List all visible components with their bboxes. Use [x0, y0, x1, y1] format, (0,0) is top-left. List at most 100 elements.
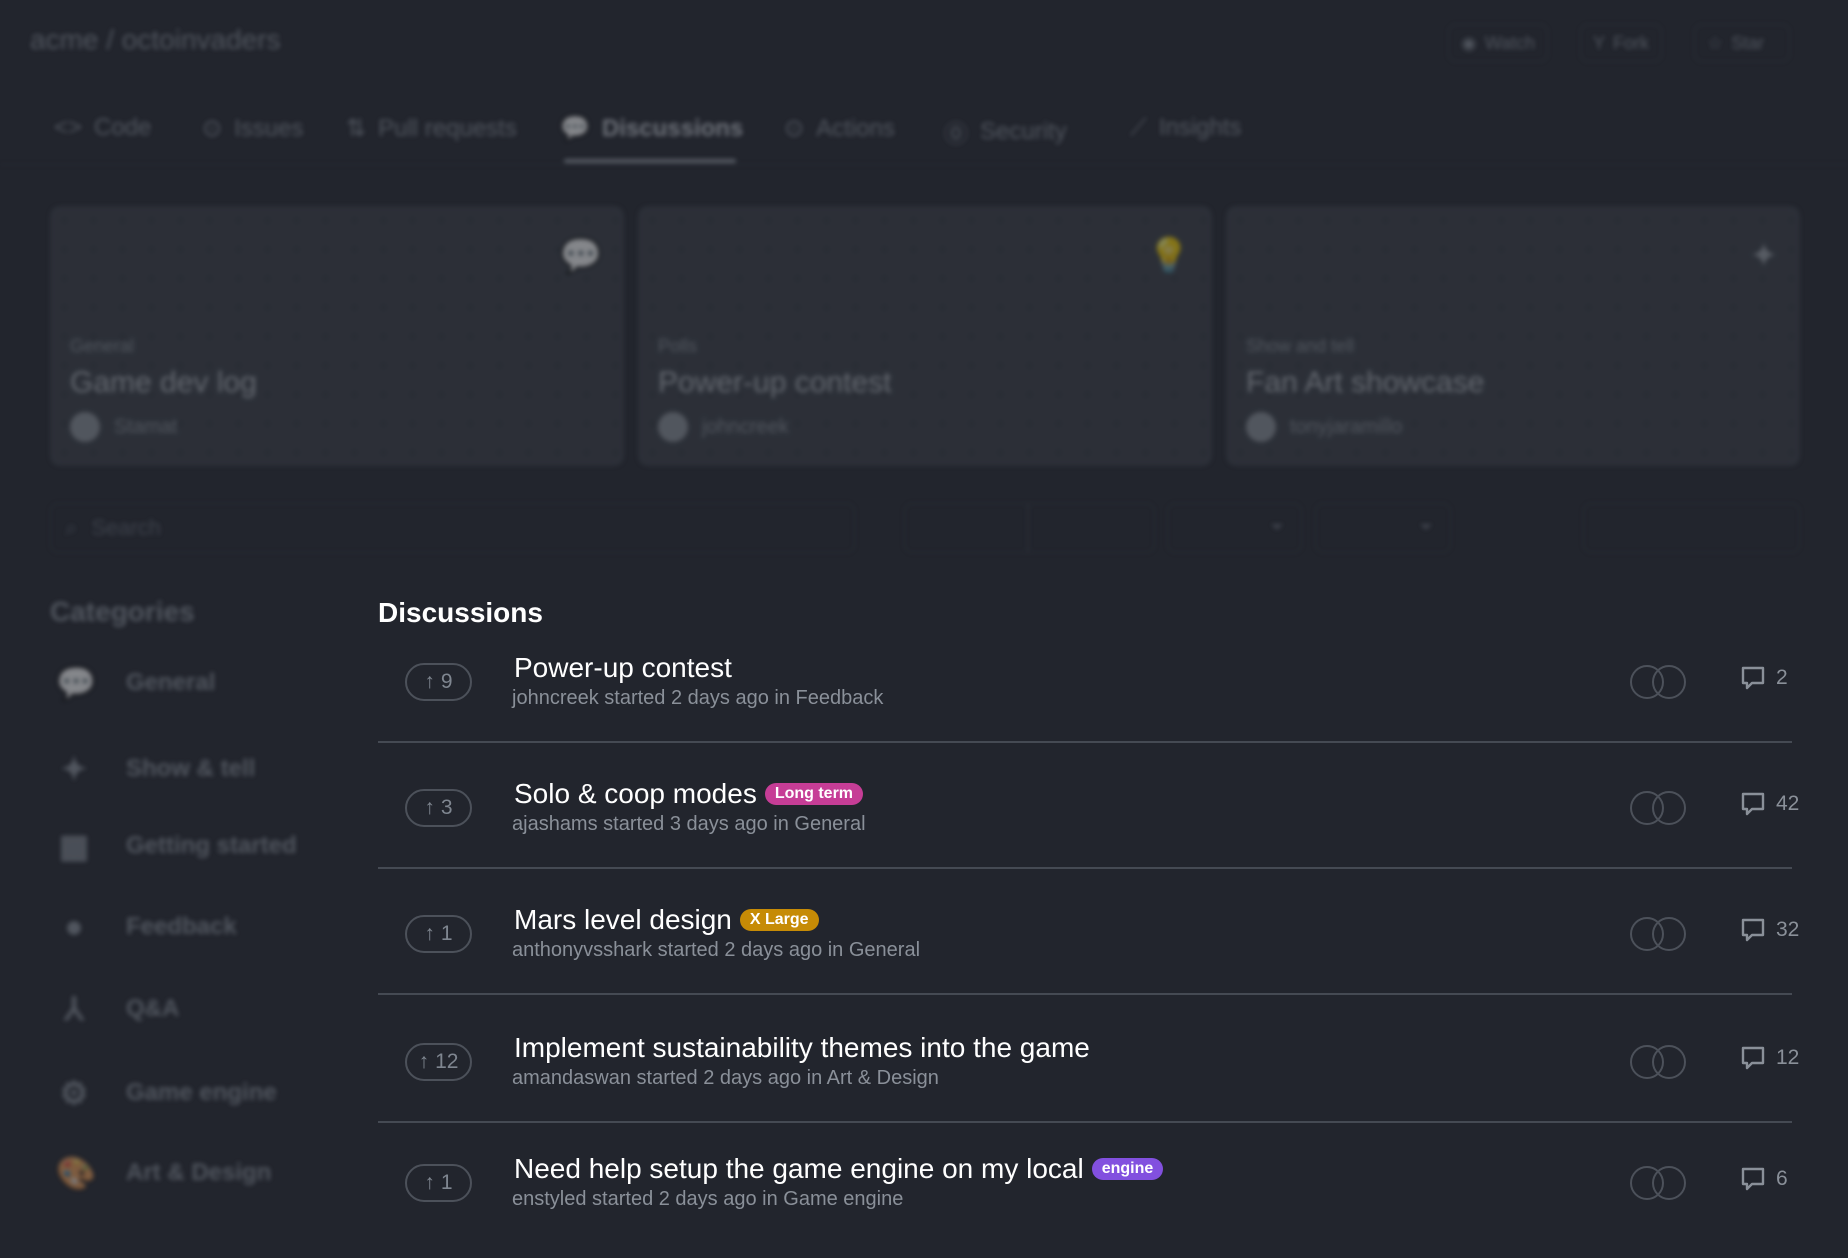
participant-avatars: [1630, 1166, 1688, 1200]
sparkles-icon: ✦: [60, 751, 88, 787]
discussion-row[interactable]: ↑ 1 Mars level design X Large anthonyvssha…: [378, 869, 1799, 995]
play-icon: ⊙: [784, 115, 805, 142]
filter-dropdown[interactable]: [1315, 503, 1451, 553]
card-author: johncreek: [702, 415, 789, 438]
vote-count: 12: [435, 1050, 459, 1073]
palette-icon: 🎨: [56, 1155, 96, 1191]
eye-icon: ◉: [1461, 32, 1477, 53]
featured-card[interactable]: 💡 Polls Power-up contest johncreek: [638, 206, 1212, 466]
code-icon: <>: [54, 114, 83, 141]
comment-count[interactable]: 12: [1740, 1045, 1799, 1071]
fork-label: Fork: [1613, 32, 1650, 53]
discussion-row[interactable]: ↑ 12 Implement sustainability themes into…: [378, 997, 1799, 1123]
pull-request-icon: ⇅: [346, 115, 367, 142]
comment-number: 42: [1776, 792, 1800, 815]
comment-count[interactable]: 42: [1740, 791, 1799, 817]
search-input[interactable]: ⌕ Search: [50, 503, 855, 553]
grid-icon: ▦: [58, 828, 90, 864]
avatar: [1652, 1166, 1686, 1200]
discussion-icon: 💬: [560, 115, 590, 142]
comment-count[interactable]: 6: [1740, 1166, 1788, 1192]
upvote-button[interactable]: ↑ 12: [405, 1043, 472, 1081]
discussion-title[interactable]: Implement sustainability themes into the…: [514, 1032, 1090, 1063]
lightbulb-icon: ●: [64, 908, 84, 944]
card-category: Show and tell: [1246, 336, 1355, 356]
shield-icon: ⓪: [944, 121, 968, 148]
fork-button[interactable]: Y Fork: [1580, 24, 1663, 62]
star-label: Star: [1731, 32, 1765, 53]
tab-issues[interactable]: ⊙ Issues: [202, 114, 303, 143]
card-author: Stamat: [114, 415, 178, 438]
comment-count[interactable]: 2: [1740, 665, 1788, 691]
comment-number: 6: [1776, 1167, 1788, 1190]
discussion-meta: anthonyvsshark started 2 days ago in Gen…: [512, 939, 921, 961]
fork-icon: Y: [1593, 32, 1606, 53]
sidebar-item-qa[interactable]: ⅄ Q&A: [56, 990, 179, 1028]
discussion-label[interactable]: Long term: [764, 783, 864, 805]
chevron-down-icon: [1420, 524, 1432, 536]
comment-count[interactable]: 32: [1740, 917, 1799, 943]
featured-card[interactable]: ✦ Show and tell Fan Art showcase tonyjar…: [1226, 206, 1800, 466]
arrow-up-icon: ↑: [424, 796, 435, 819]
search-placeholder: Search: [91, 515, 162, 540]
featured-card[interactable]: 💬 General Game dev log Stamat: [50, 206, 624, 466]
fork-icon: ⅄: [64, 991, 84, 1027]
sort-dropdown[interactable]: [1167, 503, 1302, 553]
discussion-meta: enstyled started 2 days ago in Game engi…: [512, 1188, 904, 1210]
sidebar-item-show-and-tell[interactable]: ✦ Show & tell: [56, 750, 256, 788]
speech-bubble-icon: 💬: [56, 665, 96, 701]
avatar: [1652, 665, 1686, 699]
avatar: [1652, 1045, 1686, 1079]
tab-insights[interactable]: ⟋ Insights: [1130, 114, 1242, 142]
active-tab-indicator: [564, 159, 736, 163]
discussion-row[interactable]: ↑ 3 Solo & coop modes Long term ajashams s…: [378, 743, 1799, 869]
star-button[interactable]: ☆ Star: [1694, 24, 1790, 62]
arrow-up-icon: ↑: [418, 1050, 430, 1073]
sidebar-item-general[interactable]: 💬 General: [56, 664, 215, 702]
sidebar-item-label: General: [126, 669, 216, 696]
arrow-up-icon: ↑: [424, 922, 435, 945]
discussion-meta: johncreek started 2 days ago in Feedback: [512, 687, 884, 709]
discussion-label[interactable]: X Large: [739, 909, 819, 931]
watch-button[interactable]: ◉ Watch: [1448, 24, 1549, 62]
upvote-button[interactable]: ↑ 3: [405, 789, 472, 827]
tab-actions[interactable]: ⊙ Actions: [784, 114, 895, 143]
card-title: Fan Art showcase: [1246, 366, 1485, 399]
view-toggle-right[interactable]: [1028, 503, 1155, 553]
discussion-label[interactable]: engine: [1091, 1158, 1164, 1180]
repo-title[interactable]: acme / octoinvaders: [30, 24, 281, 55]
tab-discussions[interactable]: 💬 Discussions: [560, 114, 743, 143]
view-toggle-left[interactable]: [904, 503, 1028, 553]
discussion-title[interactable]: Need help setup the game engine on my lo…: [514, 1153, 1084, 1184]
sidebar-item-art-design[interactable]: 🎨 Art & Design: [56, 1154, 271, 1192]
tab-security[interactable]: ⓪ Security: [944, 114, 1067, 149]
sidebar-item-feedback[interactable]: ● Feedback: [56, 908, 236, 945]
participant-avatars: [1630, 917, 1688, 951]
discussion-title[interactable]: Solo & coop modes: [514, 778, 757, 809]
graph-icon: ⟋: [1130, 114, 1147, 141]
arrow-up-icon: ↑: [424, 670, 435, 693]
participant-avatars: [1630, 1045, 1688, 1079]
tab-pull-requests[interactable]: ⇅ Pull requests: [346, 114, 517, 143]
discussion-title[interactable]: Mars level design: [514, 904, 732, 935]
row-divider: [378, 1121, 1792, 1123]
discussion-row[interactable]: ↑ 9 Power-up contest johncreek started 2 …: [378, 617, 1792, 743]
sidebar-item-game-engine[interactable]: ⚙ Game engine: [56, 1074, 277, 1112]
comment-icon: [1741, 666, 1765, 690]
search-icon: ⌕: [65, 515, 78, 540]
avatar: [70, 412, 100, 442]
new-discussion-button[interactable]: [1583, 503, 1800, 553]
upvote-button[interactable]: ↑ 1: [405, 1164, 472, 1202]
upvote-button[interactable]: ↑ 9: [405, 663, 472, 701]
upvote-button[interactable]: ↑ 1: [405, 915, 472, 953]
discussion-row[interactable]: ↑ 1 Need help setup the game engine on my…: [378, 1118, 1792, 1244]
discussion-meta: amandaswan started 2 days ago in Art & D…: [512, 1067, 939, 1089]
card-author: tonyjaramillo: [1290, 415, 1403, 438]
discussion-title[interactable]: Power-up contest: [514, 652, 732, 683]
tab-code[interactable]: <> Code: [54, 114, 151, 142]
comment-icon: [1741, 1046, 1765, 1070]
participant-avatars: [1630, 791, 1688, 825]
tab-label: Pull requests: [378, 114, 517, 142]
tab-label: Insights: [1158, 114, 1242, 141]
sidebar-item-getting-started[interactable]: ▦ Getting started: [56, 827, 297, 865]
